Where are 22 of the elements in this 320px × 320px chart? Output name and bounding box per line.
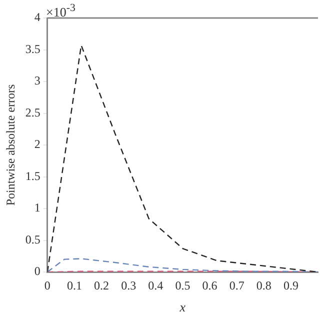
y-tick-label: 0.5 [25, 232, 40, 246]
y-tick-label: 1.5 [25, 168, 40, 183]
x-tick-label: 0.2 [94, 278, 110, 292]
x-tick-label: 0.6 [202, 278, 218, 292]
x-tick-label: 0.7 [229, 278, 244, 292]
y-tick-label: 1 [34, 200, 40, 215]
x-tick-label: 0.4 [148, 278, 164, 292]
y-tick-label: 0 [34, 264, 40, 278]
x-tick-label: 0.1 [66, 278, 82, 292]
y-tick-label: 3.5 [25, 42, 40, 56]
x-tick-label: 0.5 [175, 278, 190, 292]
y-tick-label: 2.5 [25, 105, 40, 120]
x-tick-label: 0.3 [121, 278, 136, 292]
x-tick-label: 0.9 [283, 278, 298, 292]
annotation: ×10$^{-3}$ [46, 2, 76, 20]
x-tick-label: 0 [44, 278, 50, 292]
y-tick-label: 2 [34, 137, 40, 152]
x-axis-title: x [178, 300, 186, 315]
y-tick-label: 3 [34, 74, 40, 88]
y-axis-title: Pointwise absolute errors [3, 84, 18, 206]
x-tick-label: 0.8 [256, 278, 272, 292]
y-tick-label: 4 [34, 10, 40, 24]
